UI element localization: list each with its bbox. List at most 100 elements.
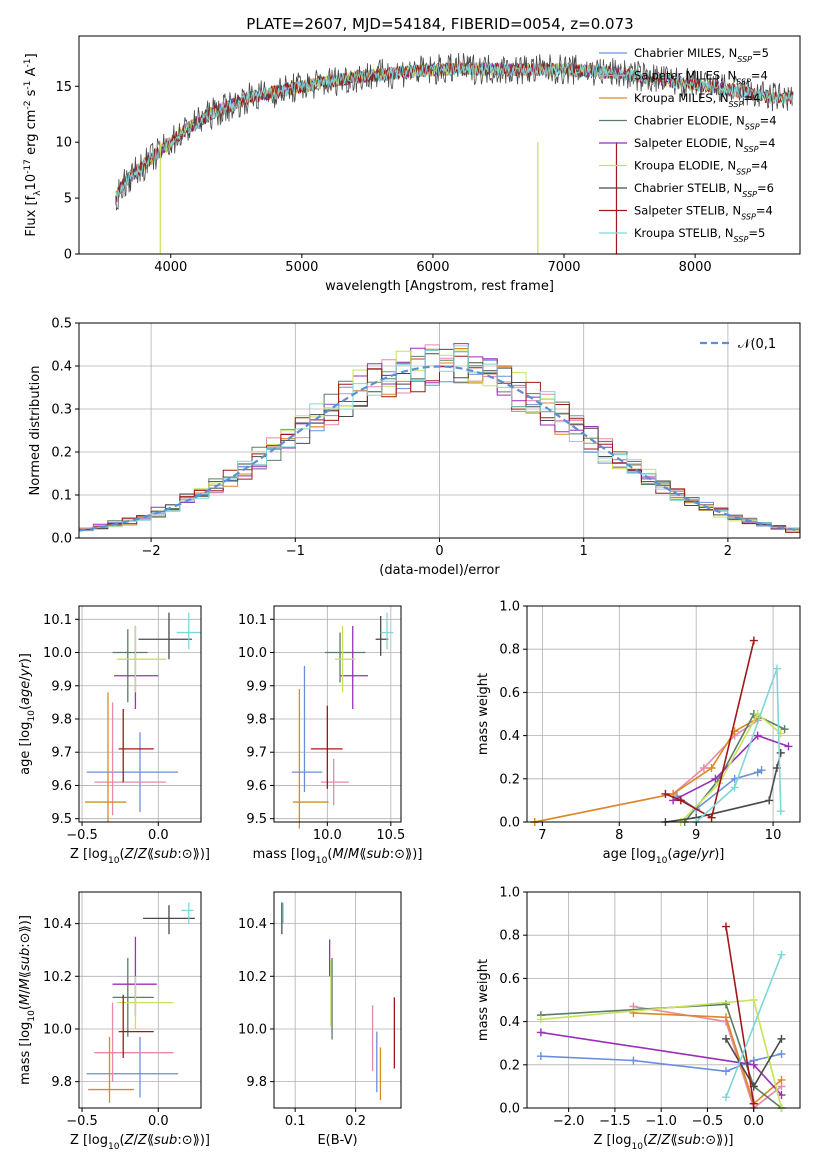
y-tick-label: 9.8 (246, 712, 267, 727)
y-tick-label: 10.4 (238, 917, 267, 932)
axes-frame (78, 35, 801, 255)
y-tick-label: 9.5 (246, 812, 267, 827)
spectrum-line (115, 61, 617, 205)
y-tick-label: 0.4 (499, 1015, 520, 1030)
weight-marker (776, 807, 785, 816)
legend-entry: 𝒩(0,1 (738, 337, 776, 352)
spectrum-line (115, 61, 617, 204)
y-axis-label: mass weight (476, 959, 491, 1041)
y-tick-label: 0.8 (499, 643, 520, 658)
age-vs-z-panel: −0.5 0.0 9.5 9.6 9.7 9.8 9.9 10.0 10.1 Z [log10(Z… (18, 605, 210, 866)
y-tick-label: 0.2 (499, 772, 520, 787)
weight-marker (780, 725, 789, 734)
weight-marker (757, 766, 766, 775)
x-axis-label: Z [log10(Z/Z⟪sub:⊙⟫)] (70, 1133, 210, 1152)
y-tick-label: 15 (55, 80, 72, 95)
x-tick-label: 0.0 (148, 828, 169, 843)
weight-marker (721, 1013, 730, 1022)
plot-area (530, 636, 793, 826)
y-tick-label: 10.1 (43, 613, 72, 628)
y-tick-label: 0.3 (51, 403, 72, 418)
x-tick-label: −0.5 (692, 1114, 724, 1129)
y-tick-label: 10.2 (43, 970, 72, 985)
y-axis-label: mass [log10(M/M⟪sub:⊙⟫)] (18, 915, 37, 1085)
y-tick-label: 9.7 (246, 746, 267, 761)
weight-marker (749, 636, 758, 645)
legend-entry: Kroupa ELODIE, NSSP=4 (634, 159, 768, 177)
weight-marker (721, 1000, 730, 1009)
x-axis-label: Z [log10(Z/Z⟪sub:⊙⟫)] (594, 1133, 734, 1152)
weight-line (540, 1003, 782, 1109)
weight-marker (707, 813, 716, 822)
x-axis-label: E(B-V) (317, 1133, 357, 1148)
y-axis-label: mass weight (476, 673, 491, 755)
y-tick-label: 10.4 (43, 917, 72, 932)
axes-frame (78, 605, 202, 823)
y-tick-label: 0.4 (499, 729, 520, 744)
weight-marker (730, 783, 739, 792)
y-tick-label: 9.8 (51, 712, 72, 727)
weight-marker (749, 1099, 758, 1108)
weight-vs-age-panel: 7 8 9 10 0.0 0.2 0.4 0.6 0.8 1.0 age [log10(age/yr… (476, 600, 801, 866)
y-tick-label: 0.2 (51, 446, 72, 461)
y-tick-label: 9.8 (246, 1075, 267, 1090)
y-tick-label: 10 (55, 136, 72, 151)
weight-marker (629, 1056, 638, 1065)
weight-marker (784, 742, 793, 751)
legend-entry: Salpeter MILES, NSSP=4 (634, 69, 768, 87)
y-axis-label: Normed distribution (28, 366, 43, 496)
weight-line (725, 954, 783, 1098)
y-tick-label: 9.5 (51, 812, 72, 827)
y-tick-label: 10.0 (238, 646, 267, 661)
residual-panel: −2 −1 0 1 2 0.0 0.1 0.2 0.3 0.4 0.5 (data-model)/er… (28, 317, 801, 578)
x-tick-label: −0.5 (66, 828, 98, 843)
weight-marker (699, 764, 708, 772)
y-tick-label: 0.0 (499, 1102, 520, 1117)
mass-vs-z-panel: −0.5 0.0 9.8 10.0 10.2 10.4 Z [log10(Z/Z⟪sub:⊙… (18, 891, 210, 1152)
legend-entry: Salpeter STELIB, NSSP=4 (634, 204, 773, 222)
y-tick-label: 0.2 (499, 1058, 520, 1073)
weight-vs-z-panel: −2.0 −1.5 −1.0 −0.5 0.0 0.0 0.2 0.4 0.6 0.8 1.0 Z [… (476, 886, 801, 1152)
x-tick-label: 7000 (547, 260, 580, 275)
x-tick-label: −0.5 (66, 1114, 98, 1129)
y-tick-label: 1.0 (499, 886, 520, 901)
weight-line (680, 712, 782, 823)
x-tick-label: 10 (765, 828, 782, 843)
x-tick-label: 10.5 (376, 828, 405, 843)
x-tick-label: 9 (692, 828, 700, 843)
y-tick-label: 9.9 (246, 679, 267, 694)
weight-marker (721, 1093, 730, 1102)
figure-title: PLATE=2607, MJD=54184, FIBERID=0054, z=0… (246, 15, 633, 33)
legend-entry: Chabrier ELODIE, NSSP=4 (634, 114, 777, 132)
x-tick-label: 7 (538, 828, 546, 843)
weight-marker (536, 1028, 545, 1037)
y-tick-label: 0.4 (51, 360, 72, 375)
x-axis-label: mass [log10(M/M⟪sub:⊙⟫)] (253, 847, 423, 866)
x-tick-label: 8 (615, 828, 623, 843)
y-tick-label: 5 (64, 192, 72, 207)
weight-line (665, 640, 755, 819)
legend-entry: Kroupa MILES, NSSP=4 (634, 91, 760, 109)
x-tick-label: −2.0 (553, 1114, 585, 1129)
y-tick-label: 0.8 (499, 929, 520, 944)
axes-frame (526, 605, 801, 823)
x-tick-label: 0 (435, 544, 443, 559)
x-axis-label: Z [log10(Z/Z⟪sub:⊙⟫)] (70, 847, 210, 866)
y-tick-label: 9.7 (51, 746, 72, 761)
x-tick-label: 4000 (154, 260, 187, 275)
y-tick-label: 0.6 (499, 972, 520, 987)
spectrum-panel: 4000 5000 6000 7000 8000 0 5 10 15 wavelength [An… (23, 35, 801, 294)
axes-frame (78, 891, 202, 1109)
y-tick-label: 0.6 (499, 686, 520, 701)
axes-frame (526, 891, 801, 1109)
weight-marker (676, 796, 685, 805)
plot-area (86, 902, 195, 1103)
weight-marker (711, 774, 720, 783)
weight-marker (661, 789, 670, 798)
weight-marker (707, 764, 716, 772)
y-tick-label: 0.5 (51, 317, 72, 332)
y-tick-label: 10.1 (238, 613, 267, 628)
y-tick-label: 10.2 (238, 970, 267, 985)
x-axis-label: wavelength [Angstrom, rest frame] (325, 279, 554, 294)
